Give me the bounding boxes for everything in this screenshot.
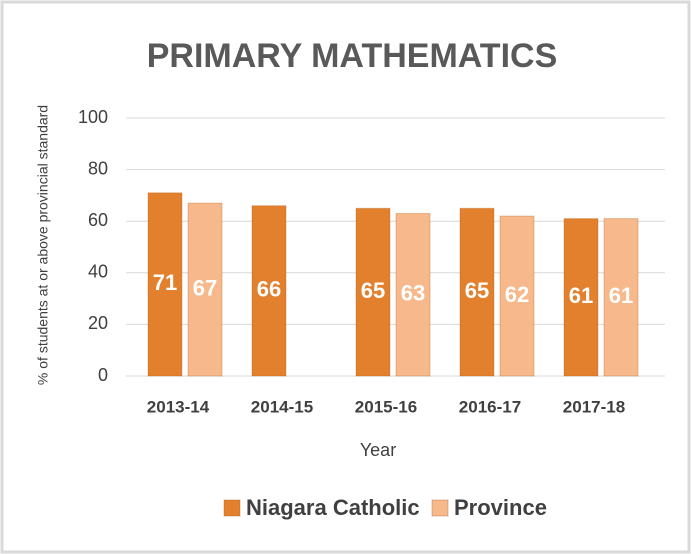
- data-label: 62: [505, 282, 529, 307]
- y-tick-label: 60: [88, 210, 108, 230]
- x-tick-label: 2015-16: [355, 397, 417, 416]
- bar: [459, 207, 495, 377]
- data-label: 67: [193, 275, 217, 300]
- bar: [355, 207, 391, 377]
- bar: [563, 218, 599, 377]
- y-tick-label: 0: [98, 365, 108, 385]
- bar: [603, 218, 639, 377]
- x-tick-label: 2017-18: [563, 397, 625, 416]
- bar: [499, 215, 535, 377]
- y-tick-label: 40: [88, 262, 108, 282]
- y-tick-label: 20: [88, 313, 108, 333]
- x-axis-label: Year: [360, 440, 396, 460]
- y-axis-label: % of students at or above provincial sta…: [35, 105, 51, 385]
- legend-label: Province: [454, 495, 547, 520]
- legend-swatch: [223, 499, 241, 517]
- data-label: 63: [401, 281, 425, 306]
- chart-title: PRIMARY MATHEMATICS: [147, 37, 558, 75]
- data-label: 61: [609, 283, 633, 308]
- bar: [187, 202, 223, 377]
- data-label: 65: [361, 278, 385, 303]
- data-label: 61: [569, 283, 593, 308]
- legend-label: Niagara Catholic: [246, 495, 420, 520]
- x-tick-label: 2014-15: [251, 397, 313, 416]
- data-label: 66: [257, 277, 281, 302]
- data-label: 65: [465, 278, 489, 303]
- legend-swatch: [431, 499, 449, 517]
- y-tick-label: 80: [88, 158, 108, 178]
- bar: [395, 212, 431, 377]
- bar: [147, 192, 183, 377]
- x-tick-label: 2016-17: [459, 397, 521, 416]
- x-tick-label: 2013-14: [147, 397, 210, 416]
- bar: [251, 205, 287, 377]
- y-tick-label: 100: [78, 107, 108, 127]
- data-label: 71: [153, 270, 177, 295]
